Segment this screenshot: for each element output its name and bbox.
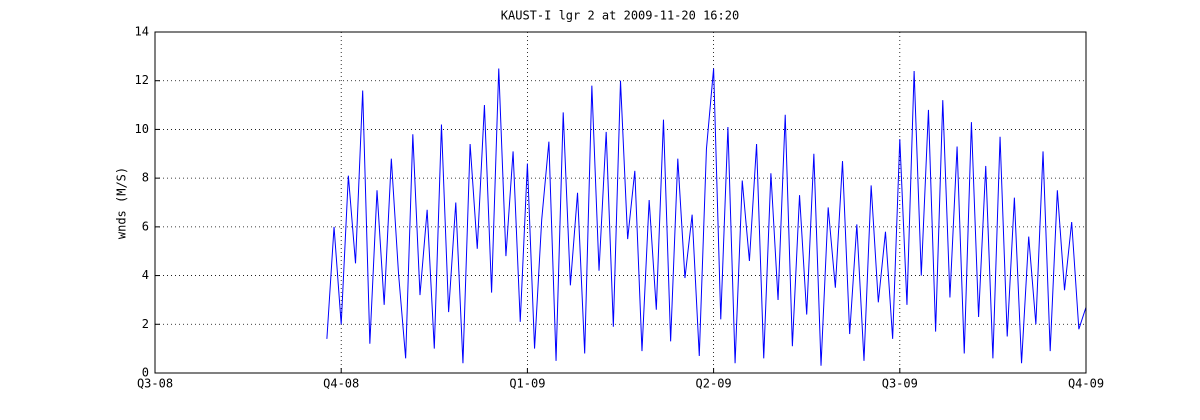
y-tick-label: 14 (135, 25, 149, 39)
data-line (326, 68, 1087, 366)
chart-title: KAUST-I lgr 2 at 2009-11-20 16:20 (501, 9, 739, 23)
x-tick-label: Q2-09 (696, 377, 732, 391)
y-tick-label: 10 (135, 122, 149, 136)
x-tick-label: Q4-08 (323, 377, 359, 391)
x-tick-label: Q3-09 (882, 377, 918, 391)
x-tick-label: Q3-08 (137, 377, 173, 391)
x-tick-label: Q1-09 (509, 377, 545, 391)
plot-frame (154, 31, 1087, 374)
y-tick-label: 12 (135, 73, 149, 87)
y-tick-label: 2 (142, 317, 149, 331)
y-axis-label: wnds (M/S) (115, 167, 129, 239)
y-tick-label: 8 (142, 171, 149, 185)
y-tick-label: 0 (142, 366, 149, 380)
y-tick-label: 4 (142, 268, 149, 282)
x-tick-label: Q4-09 (1068, 377, 1104, 391)
y-tick-label: 6 (142, 219, 149, 233)
